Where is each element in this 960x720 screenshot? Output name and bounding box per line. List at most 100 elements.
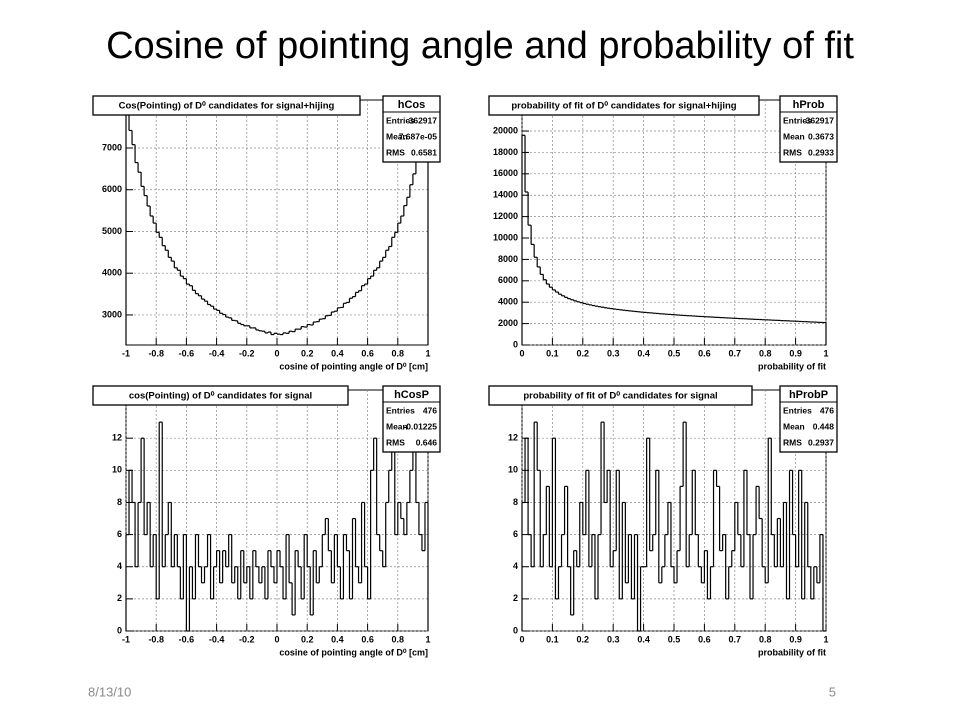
x-axis-label: probability of fit [758, 647, 826, 657]
y-tick-label: 6 [513, 529, 518, 539]
y-tick-label: 5000 [102, 226, 122, 236]
y-tick-label: 10 [508, 465, 518, 475]
x-tick-label: 0.2 [577, 634, 590, 644]
y-tick-label: 8 [513, 497, 518, 507]
stats-label: RMS [783, 437, 802, 447]
stats-name: hProb [793, 99, 825, 111]
stats-name: hCosP [394, 389, 429, 401]
stats-name: hCos [398, 99, 426, 111]
title-box [488, 385, 753, 406]
x-tick-label: 0.8 [392, 348, 405, 358]
stats-label: RMS [783, 147, 802, 157]
x-tick-label: 0.4 [637, 348, 650, 358]
x-tick-label: 1 [425, 348, 430, 358]
y-tick-label: 12000 [493, 211, 518, 221]
stats-value: 0.6581 [411, 147, 437, 157]
stats-box [382, 95, 441, 163]
x-tick-label: 1 [823, 634, 828, 644]
x-tick-label: -0.6 [179, 634, 195, 644]
x-tick-label: 0.6 [361, 634, 374, 644]
y-tick-label: 0 [513, 339, 518, 349]
y-tick-label: 6 [117, 529, 122, 539]
y-tick-label: 4 [513, 561, 518, 571]
stats-label: Entries [783, 115, 812, 125]
x-tick-label: 1 [425, 634, 430, 644]
y-tick-label: 18000 [493, 147, 518, 157]
y-tick-label: 4000 [102, 268, 122, 278]
x-tick-label: 0.8 [392, 634, 405, 644]
x-tick-label: 0.2 [301, 348, 314, 358]
x-tick-label: 0.1 [546, 348, 559, 358]
y-tick-label: 4 [117, 561, 122, 571]
title-box [92, 95, 361, 116]
x-axis-label: cosine of pointing angle of D⁰ [cm] [279, 361, 428, 371]
x-tick-label: 0.1 [546, 634, 559, 644]
stats-label: Mean [783, 131, 805, 141]
x-tick-label: -0.2 [239, 348, 255, 358]
plot-title: probability of fit of D⁰ candidates for … [511, 101, 736, 112]
x-tick-label: 0.4 [637, 634, 650, 644]
y-tick-label: 20000 [493, 125, 518, 135]
y-tick-label: 2000 [498, 318, 518, 328]
slide-title: Cosine of pointing angle and probability… [106, 25, 854, 67]
y-tick-label: 8 [117, 497, 122, 507]
stats-value: -0.01225 [403, 421, 437, 431]
x-tick-label: -0.2 [239, 634, 255, 644]
y-tick-label: 6000 [498, 275, 518, 285]
x-tick-label: 0 [274, 348, 279, 358]
stats-box [779, 95, 838, 163]
stats-value: 0.3673 [808, 131, 834, 141]
y-tick-label: 10000 [493, 232, 518, 242]
title-box [92, 385, 349, 406]
stats-label: RMS [386, 437, 405, 447]
stats-label: Entries [386, 115, 415, 125]
x-tick-label: -0.8 [148, 348, 164, 358]
y-tick-label: 0 [117, 625, 122, 635]
stats-label: RMS [386, 147, 405, 157]
stats-box [382, 385, 441, 453]
x-tick-label: 0.4 [331, 634, 344, 644]
stats-value: 0.2933 [808, 147, 834, 157]
x-axis-label: probability of fit [758, 361, 826, 371]
x-tick-label: 0.6 [698, 348, 711, 358]
stats-value: 7.687e-05 [399, 131, 438, 141]
y-tick-label: 14000 [493, 190, 518, 200]
x-tick-label: 0.8 [759, 634, 772, 644]
stats-value: 362917 [409, 115, 438, 125]
plot-title: probability of fit of D⁰ candidates for … [523, 391, 717, 402]
x-tick-label: 1 [823, 348, 828, 358]
x-tick-label: 0.3 [607, 348, 620, 358]
stats-value: 476 [423, 405, 437, 415]
x-tick-label: 0.9 [789, 634, 802, 644]
stats-label: Mean [783, 421, 805, 431]
x-tick-label: 0.6 [361, 348, 374, 358]
stats-label: Mean [386, 131, 408, 141]
x-tick-label: -0.6 [179, 348, 195, 358]
y-tick-label: 7000 [102, 142, 122, 152]
x-tick-label: -1 [122, 634, 130, 644]
y-tick-label: 12 [112, 433, 122, 443]
x-tick-label: -0.4 [209, 348, 225, 358]
x-tick-label: 0.2 [577, 348, 590, 358]
stats-box [779, 385, 838, 453]
x-tick-label: -0.8 [148, 634, 164, 644]
plot-title: Cos(Pointing) of D⁰ candidates for signa… [119, 101, 335, 112]
y-tick-label: 6000 [102, 184, 122, 194]
stats-value: 362917 [806, 115, 835, 125]
y-tick-label: 3000 [102, 309, 122, 319]
x-tick-label: 0.8 [759, 348, 772, 358]
stats-value: 0.2937 [808, 437, 834, 447]
stats-label: Mean [386, 421, 408, 431]
y-tick-label: 16000 [493, 168, 518, 178]
y-tick-label: 12 [508, 433, 518, 443]
y-tick-label: 2 [513, 593, 518, 603]
x-tick-label: 0.2 [301, 634, 314, 644]
footer-date: 8/13/10 [88, 684, 131, 699]
x-tick-label: 0 [274, 634, 279, 644]
plot-title: cos(Pointing) of D⁰ candidates for signa… [129, 391, 312, 402]
x-tick-label: -0.4 [209, 634, 225, 644]
x-tick-label: -1 [122, 348, 130, 358]
y-tick-label: 10 [112, 465, 122, 475]
x-tick-label: 0.9 [789, 348, 802, 358]
